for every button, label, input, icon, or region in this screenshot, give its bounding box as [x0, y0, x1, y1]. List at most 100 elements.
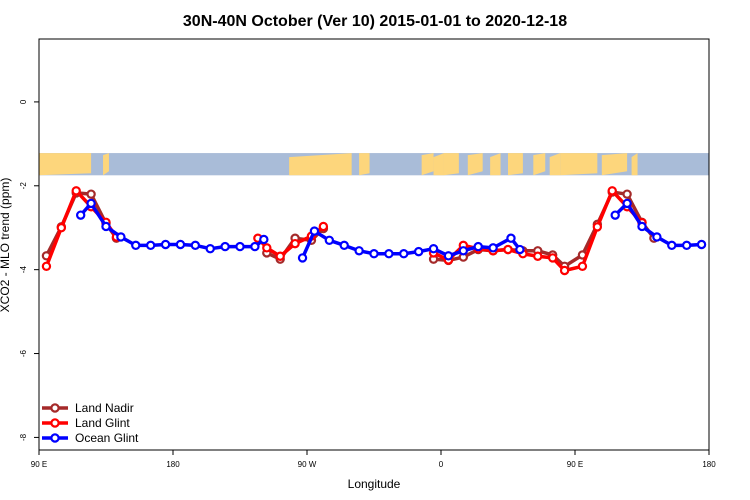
x-tick-label: 0 [439, 460, 444, 469]
map-landmass [359, 153, 370, 176]
data-point [637, 221, 647, 232]
data-point [503, 244, 513, 255]
map-landmass [467, 153, 483, 176]
data-point [515, 244, 525, 255]
data-point [145, 240, 156, 251]
world-map-band [39, 153, 709, 176]
x-tick-label: 90 E [31, 460, 47, 469]
map-landmass [533, 153, 546, 176]
data-point [458, 246, 469, 256]
y-tick-label: -2 [19, 182, 28, 190]
data-point [413, 246, 424, 257]
data-point [559, 265, 570, 276]
y-tick-label: -6 [19, 349, 28, 357]
data-point [205, 243, 215, 254]
data-point [250, 241, 260, 252]
legend-marker [50, 418, 60, 428]
data-point [506, 233, 516, 243]
data-point [175, 239, 186, 250]
data-point [399, 249, 409, 259]
data-point [667, 240, 677, 251]
data-point [101, 221, 111, 232]
series-land-glint [41, 186, 647, 276]
data-point [262, 243, 272, 253]
map-landmass [549, 153, 561, 176]
legend-marker [50, 403, 60, 413]
data-point [533, 251, 543, 261]
map-landmass [560, 153, 598, 176]
legend-label: Land Glint [75, 416, 130, 430]
series-line [300, 229, 522, 259]
data-point [696, 239, 707, 250]
y-axis-label: XCO2 - MLO trend (ppm) [0, 178, 12, 313]
x-axis-label: Longitude [348, 477, 401, 491]
data-point [577, 261, 588, 272]
data-point [318, 221, 329, 232]
data-point [681, 240, 692, 251]
map-landmass [508, 153, 523, 176]
data-point [41, 261, 52, 272]
map-landmass [289, 153, 352, 176]
data-point [56, 223, 67, 233]
data-point [75, 210, 86, 220]
map-landmass [433, 153, 444, 176]
legend-label: Land Nadir [75, 401, 134, 415]
series-layer [41, 186, 707, 276]
y-tick-label: 0 [19, 99, 28, 104]
data-point [297, 253, 308, 263]
map-landmass [443, 153, 459, 176]
map-landmass [490, 153, 501, 176]
data-point [652, 232, 662, 242]
data-point [610, 210, 620, 220]
data-point [592, 222, 603, 232]
legend-marker [50, 433, 60, 443]
map-landmass [631, 153, 638, 176]
data-point [428, 243, 439, 254]
data-point [622, 198, 632, 209]
data-point [324, 235, 335, 246]
data-point [384, 249, 394, 259]
data-point [369, 249, 379, 259]
map-landmass [421, 153, 434, 176]
data-point [290, 238, 300, 249]
data-point [71, 186, 81, 196]
data-point [488, 243, 498, 253]
y-tick-label: -8 [19, 433, 28, 441]
series-ocean-glint [75, 198, 707, 263]
x-tick-label: 90 W [298, 460, 317, 469]
y-tick-label: -4 [19, 266, 28, 274]
data-point [275, 251, 285, 261]
data-point [235, 241, 245, 252]
data-point [160, 239, 171, 250]
data-point [607, 186, 617, 196]
map-landmass [103, 153, 109, 176]
data-point [86, 189, 96, 199]
data-point [354, 246, 364, 256]
data-point [443, 251, 454, 261]
data-point [116, 232, 126, 242]
map-landmass [601, 153, 628, 176]
plot-frame [38, 38, 710, 451]
x-axis: 90 E 180 90 W 0 90 E 180 [31, 450, 716, 469]
x-tick-label: 90 E [567, 460, 583, 469]
data-point [131, 240, 141, 251]
data-point [190, 240, 201, 251]
data-point [220, 241, 230, 252]
series-land-nadir [41, 187, 659, 272]
legend-label: Ocean Glint [75, 431, 139, 445]
chart-title: 30N-40N October (Ver 10) 2015-01-01 to 2… [183, 13, 567, 30]
data-point [86, 198, 96, 209]
data-point [622, 189, 632, 199]
x-tick-label: 180 [166, 460, 180, 469]
data-point [259, 234, 269, 245]
x-tick-label: 180 [702, 460, 716, 469]
y-axis: 0 -2 -4 -6 -8 [19, 99, 39, 441]
series-line [433, 190, 656, 269]
data-point [473, 241, 483, 252]
data-point [309, 226, 320, 236]
data-point [547, 253, 558, 263]
data-point [339, 240, 349, 251]
map-landmass [39, 153, 92, 176]
